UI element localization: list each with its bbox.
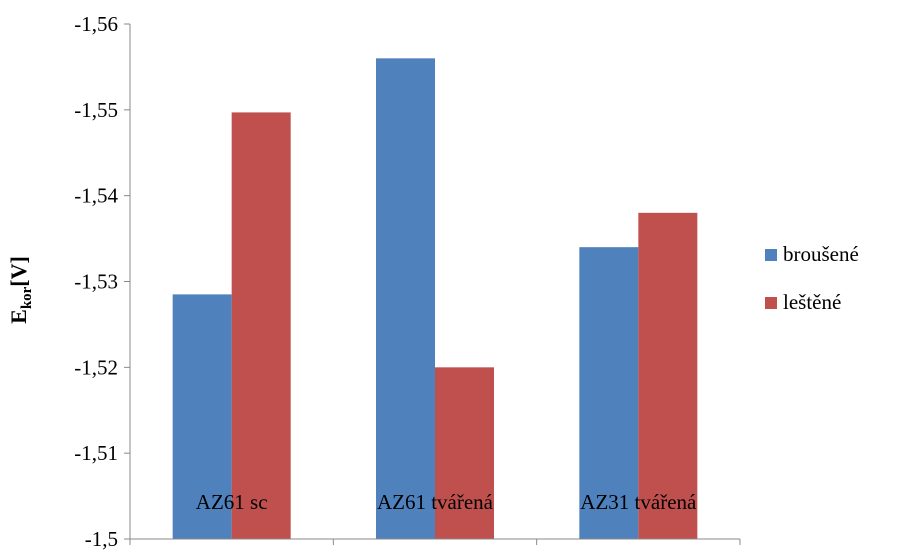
bar-series2-0 — [231, 112, 291, 540]
legend-label-series2: leštěné — [783, 290, 841, 314]
bar-series2-1 — [435, 367, 494, 539]
y-tick-label: -1,5 — [85, 527, 118, 551]
y-axis-label-sub: kor — [19, 286, 35, 309]
legend-label-series1: broušené — [783, 242, 859, 266]
category-label: AZ61 tvářená — [377, 490, 494, 514]
bar-series1-1 — [376, 58, 435, 539]
y-tick-label: -1,51 — [74, 441, 118, 465]
legend-swatch-series1 — [765, 249, 777, 261]
legend-swatch-series2 — [765, 297, 777, 309]
bars — [172, 58, 698, 540]
x-axis — [129, 538, 741, 545]
y-tick-label: -1,55 — [74, 98, 118, 122]
y-axis-label: Ekor[V] — [6, 256, 35, 324]
category-labels: AZ61 sc AZ61 tvářená AZ31 tvářená — [196, 490, 697, 514]
y-axis-label-main: E — [6, 309, 31, 324]
category-label: AZ31 tvářená — [580, 490, 697, 514]
y-tick-label: -1,54 — [74, 184, 118, 208]
y-axis: -1,5 -1,51 -1,52 -1,53 -1,54 -1,55 -1,56 — [74, 12, 131, 551]
category-label: AZ61 sc — [196, 490, 268, 514]
legend: broušené leštěné — [765, 242, 859, 314]
bar-series1-0 — [172, 294, 232, 539]
y-tick-label: -1,53 — [74, 270, 118, 294]
y-tick-label: -1,56 — [74, 12, 118, 36]
bar-series2-2 — [638, 212, 698, 540]
y-axis-label-unit: [V] — [6, 256, 31, 287]
y-tick-label: -1,52 — [74, 355, 118, 379]
bar-series1-2 — [579, 247, 639, 539]
